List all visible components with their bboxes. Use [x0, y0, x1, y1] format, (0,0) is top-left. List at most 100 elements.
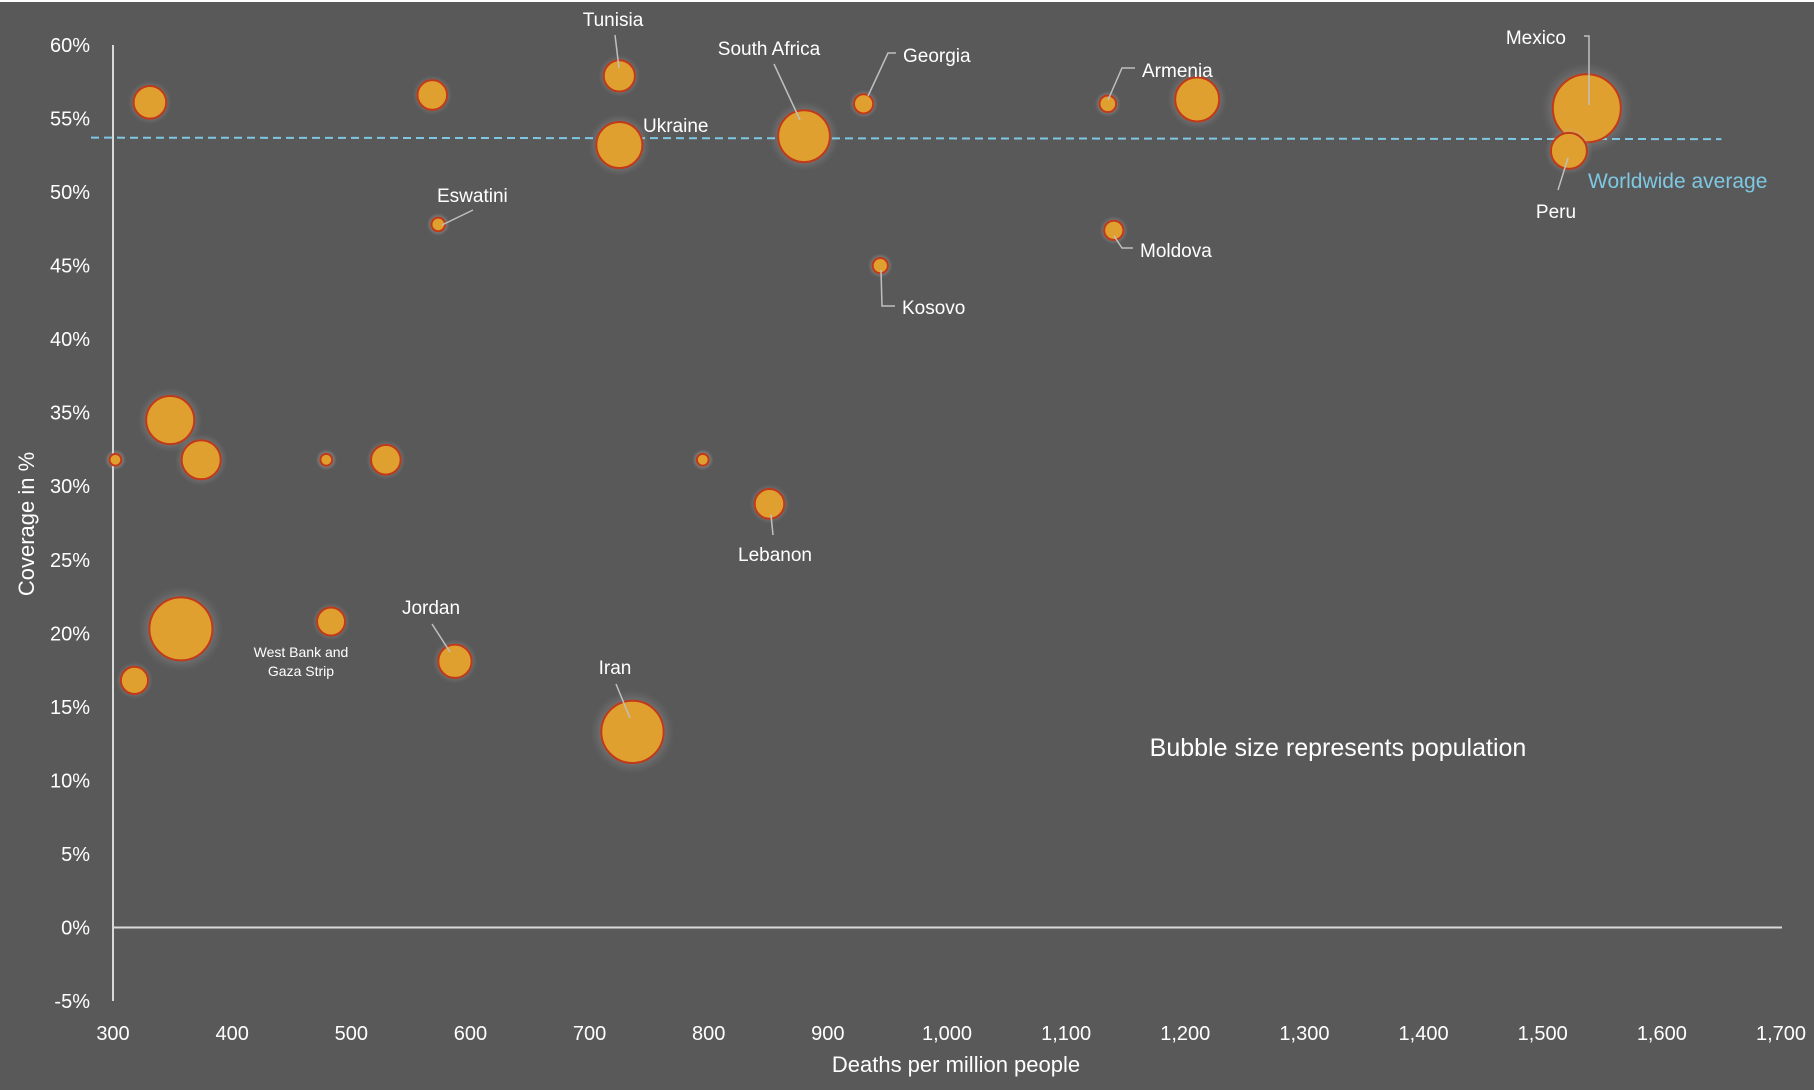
y-tick-label: 10%: [50, 770, 90, 792]
bubble: [852, 93, 875, 115]
x-tick-label: 400: [215, 1023, 248, 1045]
y-axis-title: Coverage in %: [14, 452, 39, 596]
bubble-point: [691, 448, 714, 471]
point-label: Armenia: [1142, 61, 1213, 82]
x-tick-label: 1,100: [1041, 1023, 1091, 1045]
y-tick-label: 60%: [50, 35, 90, 57]
bubble: [437, 643, 473, 679]
x-tick-label: 1,500: [1518, 1023, 1568, 1045]
y-tick-label: 5%: [61, 844, 90, 866]
y-tick-label: -5%: [54, 991, 90, 1013]
leader-line: [1107, 67, 1135, 101]
bubble-point: [432, 638, 478, 684]
bubble: [416, 79, 449, 111]
bubble-point: [115, 661, 154, 699]
leader-line: [867, 52, 896, 97]
x-axis-title: Deaths per million people: [832, 1052, 1080, 1077]
bubble-point: [312, 602, 351, 641]
point-label: Georgia: [903, 46, 971, 67]
bubble-point: [138, 586, 224, 672]
leader-line: [441, 209, 474, 226]
bubble-point: [1094, 90, 1122, 118]
x-tick-label: 300: [96, 1023, 129, 1045]
bubble: [180, 439, 222, 481]
bubble-point: [137, 387, 203, 453]
point-label: Iran: [599, 658, 632, 679]
bubble: [132, 85, 168, 120]
point-label: Ukraine: [643, 116, 708, 137]
x-tick-label: 1,000: [922, 1023, 972, 1045]
bubble-point: [588, 113, 651, 177]
leader-line: [431, 623, 451, 653]
leader-line: [1584, 35, 1590, 105]
bubble-point: [590, 689, 675, 774]
bubble: [602, 59, 636, 93]
point-label: Lebanon: [738, 545, 812, 566]
y-tick-label: 0%: [61, 917, 90, 939]
point-label: South Africa: [718, 39, 821, 60]
bubble: [777, 109, 831, 164]
bubble: [1103, 219, 1125, 241]
y-tick-label: 15%: [50, 697, 90, 719]
bubble-point: [749, 483, 790, 524]
bubble-point: [127, 80, 172, 125]
bubble: [753, 488, 786, 520]
point-label: Peru: [1536, 202, 1576, 223]
point-label: Moldova: [1140, 241, 1212, 262]
bubble-point: [315, 448, 338, 471]
leader-line: [880, 269, 895, 307]
bubble: [148, 596, 214, 662]
leader-line: [614, 34, 620, 69]
bubble: [595, 120, 644, 170]
bubble: [695, 452, 710, 467]
y-tick-label: 25%: [50, 550, 90, 572]
bubble-point: [598, 54, 641, 97]
x-tick-label: 700: [573, 1023, 606, 1045]
y-tick-label: 50%: [50, 182, 90, 204]
x-tick-label: 500: [335, 1023, 368, 1045]
bubble: [871, 257, 889, 275]
bubble: [319, 452, 334, 467]
y-tick-label: 35%: [50, 403, 90, 425]
bubble-point: [1099, 215, 1129, 245]
point-label: Jordan: [402, 598, 460, 619]
bubble-point: [1167, 69, 1227, 130]
top-border: [0, 0, 1814, 2]
y-tick-label: 30%: [50, 476, 90, 498]
x-tick-label: 1,600: [1637, 1023, 1687, 1045]
bubble: [1098, 94, 1118, 114]
x-tick-label: 900: [811, 1023, 844, 1045]
worldwide-average-label: Worldwide average: [1588, 170, 1767, 193]
leader-line: [1113, 235, 1133, 249]
y-tick-label: 20%: [50, 623, 90, 645]
point-label: West Bank and Gaza Strip: [254, 644, 349, 679]
bubble: [316, 606, 347, 637]
bubble-point: [426, 212, 451, 237]
x-tick-label: 1,300: [1279, 1023, 1329, 1045]
leader-line: [1557, 157, 1569, 191]
bubble-point: [104, 448, 127, 471]
bubble: [119, 665, 150, 695]
x-tick-label: 1,400: [1399, 1023, 1449, 1045]
bubble: [1549, 131, 1588, 170]
point-label: Mexico: [1506, 28, 1566, 49]
bubble: [430, 216, 447, 233]
point-label: Eswatini: [437, 186, 508, 207]
x-tick-label: 1,200: [1160, 1023, 1210, 1045]
bubble: [145, 395, 196, 446]
y-tick-label: 40%: [50, 329, 90, 351]
bubble-point: [867, 253, 893, 279]
bubble-point: [769, 101, 839, 172]
bubble: [370, 443, 402, 476]
bubble: [600, 699, 665, 765]
bubble-point: [365, 439, 406, 480]
bubble-size-note: Bubble size represents population: [1150, 734, 1527, 762]
x-tick-label: 600: [454, 1023, 487, 1045]
bubble-point: [174, 433, 228, 487]
x-tick-label: 800: [692, 1023, 725, 1045]
bubble-point: [1544, 126, 1594, 176]
leader-line: [773, 63, 801, 121]
leader-line: [770, 514, 774, 536]
